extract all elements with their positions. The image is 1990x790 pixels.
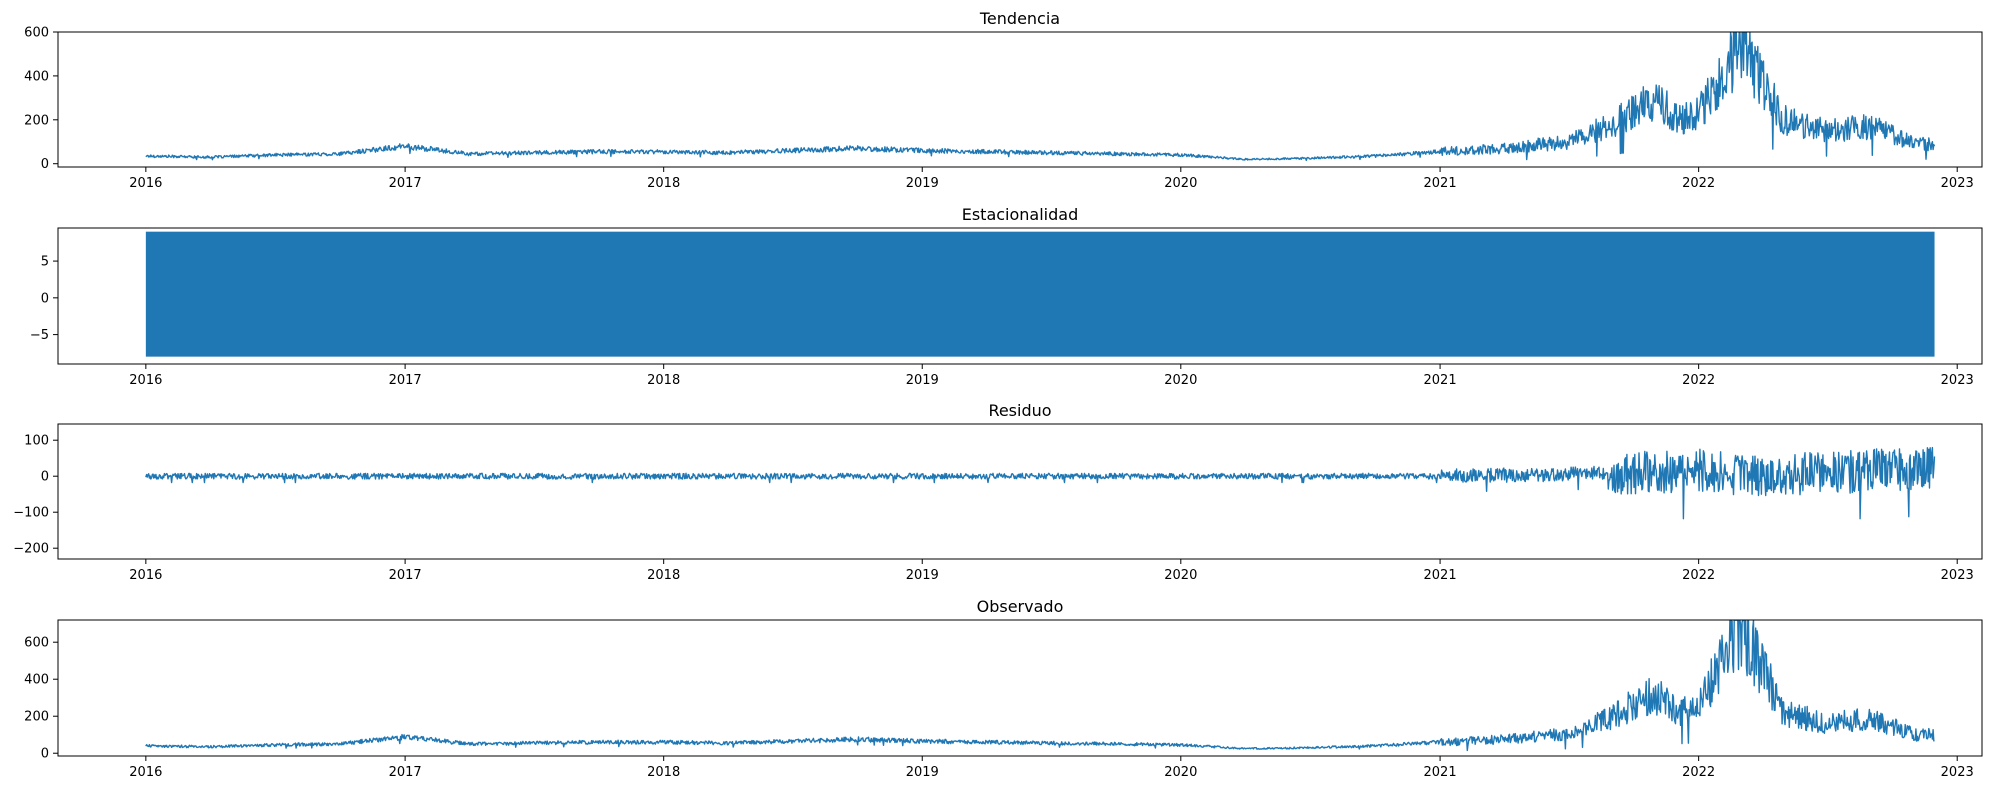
x-tick-label: 2016 (129, 373, 162, 388)
axes-frame (57, 619, 1983, 757)
x-tick-label: 2018 (647, 176, 680, 191)
y-tick-label: 0 (41, 291, 49, 306)
x-tick-label: 2023 (1941, 373, 1974, 388)
x-tick-label: 2016 (129, 765, 162, 780)
y-tick-label: −100 (13, 506, 49, 521)
x-tick-label: 2021 (1424, 373, 1457, 388)
y-tick-label: 200 (24, 710, 49, 725)
x-tick-label: 2019 (906, 765, 939, 780)
x-tick-label: 2021 (1424, 568, 1457, 583)
series-line (145, 619, 1935, 752)
x-tick-label: 2018 (647, 373, 680, 388)
x-tick-label: 2023 (1941, 176, 1974, 191)
x-tick-label: 2017 (389, 373, 422, 388)
x-tick-label: 2022 (1682, 373, 1715, 388)
y-tick-label: 0 (41, 747, 49, 762)
x-tick-label: 2017 (389, 568, 422, 583)
y-tick-label: −200 (13, 542, 49, 557)
axes-frame (57, 227, 1983, 365)
x-tick-label: 2016 (129, 568, 162, 583)
x-tick-label: 2018 (647, 765, 680, 780)
y-tick-label: 0 (41, 157, 49, 172)
panel-1: Tendencia 0 200 400 600 2016 2017 2018 2019 2020 2… (24, 9, 1983, 191)
x-tick-label: 2020 (1164, 373, 1197, 388)
panel-title: Estacionalidad (962, 205, 1079, 224)
x-tick-label: 2020 (1164, 176, 1197, 191)
x-tick-label: 2023 (1941, 568, 1974, 583)
x-tick-label: 2019 (906, 373, 939, 388)
x-tick-label: 2021 (1424, 176, 1457, 191)
x-tick-label: 2016 (129, 176, 162, 191)
x-tick-label: 2022 (1682, 568, 1715, 583)
x-tick-label: 2023 (1941, 765, 1974, 780)
panel-title: Observado (977, 597, 1064, 616)
y-tick-label: 400 (24, 69, 49, 84)
panel-2: Estacionalidad −5 0 5 2016 2017 2018 2019 2020 20… (30, 205, 1983, 388)
x-tick-label: 2017 (389, 176, 422, 191)
y-tick-label: 400 (24, 673, 49, 688)
y-tick-label: 0 (41, 470, 49, 485)
panel-title: Residuo (988, 401, 1051, 420)
series-band (145, 231, 1935, 357)
x-tick-label: 2020 (1164, 568, 1197, 583)
panel-4: Observado 0 200 400 600 2016 2017 2018 2019 2020 2… (24, 597, 1983, 780)
series-line (145, 31, 1936, 162)
x-tick-label: 2018 (647, 568, 680, 583)
x-tick-label: 2019 (906, 568, 939, 583)
axes-frame (57, 31, 1983, 168)
axes-frame (57, 423, 1983, 560)
y-tick-label: 5 (41, 255, 49, 270)
x-tick-label: 2021 (1424, 765, 1457, 780)
x-tick-label: 2022 (1682, 765, 1715, 780)
y-tick-label: 600 (24, 26, 49, 41)
panel-3: Residuo −200 −100 0 100 2016 2017 2018 2019 2020 2… (13, 401, 1983, 583)
y-tick-label: 200 (24, 113, 49, 128)
x-tick-label: 2020 (1164, 765, 1197, 780)
y-tick-label: −5 (30, 328, 49, 343)
x-tick-label: 2017 (389, 765, 422, 780)
x-tick-label: 2022 (1682, 176, 1715, 191)
panel-title: Tendencia (979, 9, 1060, 28)
y-tick-label: 100 (24, 434, 49, 449)
x-tick-label: 2019 (906, 176, 939, 191)
y-tick-label: 600 (24, 636, 49, 651)
series-line (145, 446, 1936, 520)
